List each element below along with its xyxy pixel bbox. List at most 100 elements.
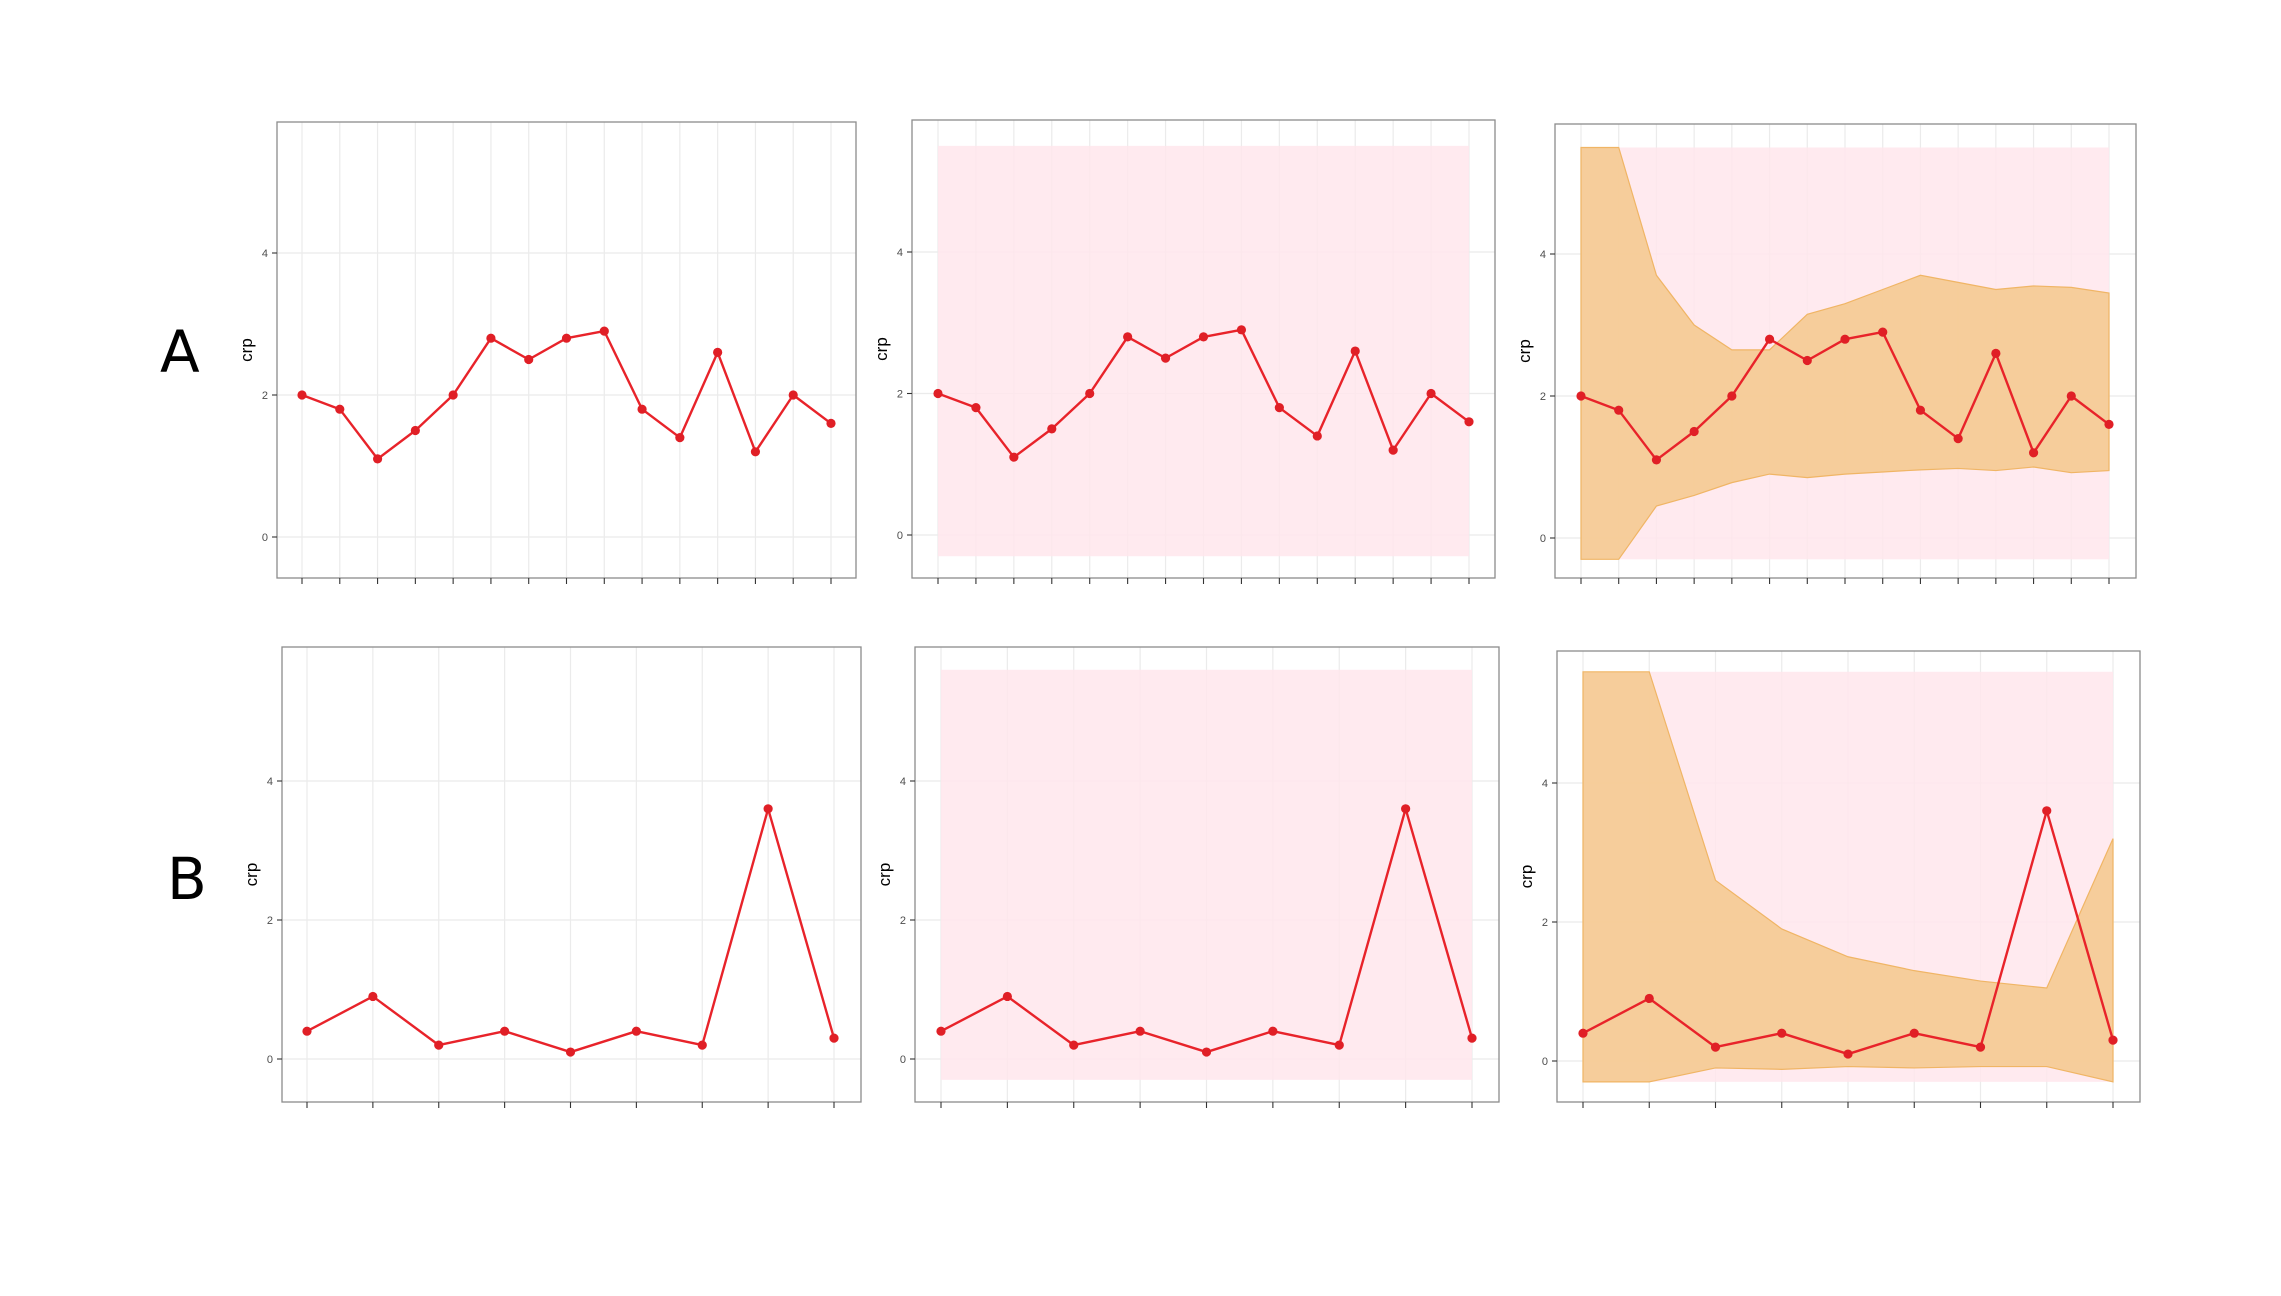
- data-point: [1802, 355, 1812, 366]
- y-tick-label: 4: [897, 247, 903, 259]
- data-point: [500, 1026, 510, 1036]
- data-point: [750, 447, 761, 457]
- data-point: [971, 403, 981, 413]
- data-point: [524, 354, 534, 365]
- chart-panel-b-2: 0 2 4 crp: [875, 646, 1500, 1108]
- data-point: [1909, 1028, 1919, 1038]
- data-point: [1160, 353, 1171, 363]
- y-axis-title: crp: [1515, 339, 1534, 363]
- data-point: [1201, 1047, 1212, 1057]
- row-label-b: B: [167, 845, 207, 913]
- data-point: [1464, 417, 1474, 427]
- data-point: [1268, 1026, 1278, 1036]
- data-point: [1576, 391, 1586, 401]
- y-tick-label: 0: [897, 530, 903, 542]
- data-point: [826, 418, 836, 428]
- data-point: [1843, 1049, 1853, 1059]
- data-point: [1689, 426, 1699, 437]
- data-point: [1614, 405, 1624, 415]
- data-point: [561, 333, 572, 343]
- data-point: [1467, 1033, 1477, 1043]
- data-point: [1840, 334, 1850, 344]
- data-point: [372, 454, 383, 464]
- data-point: [933, 388, 943, 399]
- data-point: [2066, 391, 2076, 401]
- y-tick-label: 2: [900, 915, 906, 927]
- data-point: [675, 433, 685, 443]
- y-tick-label: 2: [262, 390, 268, 402]
- data-point: [936, 1026, 946, 1036]
- data-point: [1312, 431, 1322, 441]
- data-point: [1578, 1028, 1588, 1038]
- data-point: [1953, 434, 1963, 444]
- data-point: [637, 404, 647, 414]
- y-tick-label: 0: [1542, 1056, 1548, 1068]
- data-point: [297, 390, 307, 400]
- data-point: [565, 1047, 576, 1057]
- chart-panel-a-1: 0 2 4 crp: [237, 121, 857, 584]
- data-point: [1350, 346, 1360, 356]
- y-tick-label: 2: [1540, 391, 1546, 403]
- data-point: [410, 425, 420, 436]
- data-point: [434, 1040, 444, 1050]
- y-tick-label: 4: [1540, 249, 1546, 261]
- data-point: [1401, 804, 1411, 814]
- y-axis-title: crp: [237, 338, 256, 362]
- chart-panel-a-3: 0 2 4 crp: [1515, 123, 2137, 584]
- data-point: [1069, 1040, 1079, 1050]
- data-point: [1274, 403, 1284, 413]
- row-label-a: A: [160, 318, 200, 386]
- data-point: [631, 1026, 641, 1036]
- data-point: [1236, 325, 1247, 335]
- y-tick-label: 0: [900, 1054, 906, 1066]
- data-point: [1644, 993, 1654, 1004]
- data-point: [713, 347, 723, 357]
- reference-band: [941, 669, 1472, 1080]
- data-point: [1047, 424, 1057, 434]
- chart-panel-a-2: 0 2 4 crp: [872, 119, 1496, 584]
- data-point: [829, 1033, 839, 1043]
- y-tick-label: 4: [262, 248, 268, 260]
- y-tick-label: 4: [900, 776, 906, 788]
- data-point: [1651, 455, 1662, 465]
- data-point: [1878, 327, 1888, 337]
- data-point: [2042, 806, 2052, 816]
- y-tick-label: 2: [897, 389, 903, 401]
- data-point: [1426, 388, 1436, 399]
- y-tick-label: 2: [267, 915, 273, 927]
- data-point: [302, 1026, 312, 1036]
- data-point: [1334, 1040, 1344, 1050]
- y-axis-title: crp: [242, 863, 261, 887]
- data-point: [697, 1040, 707, 1050]
- data-point: [1123, 332, 1133, 342]
- data-point: [1727, 391, 1737, 401]
- data-point: [763, 804, 773, 814]
- y-tick-label: 4: [267, 776, 273, 788]
- data-point: [788, 390, 798, 400]
- data-point: [1764, 334, 1775, 344]
- panel-frame: [281, 646, 862, 1103]
- data-point: [2104, 419, 2114, 429]
- prediction-band: [1580, 146, 2110, 560]
- chart-panel-b-3: 0 2 4 crp: [1517, 650, 2141, 1108]
- data-point: [1777, 1028, 1787, 1038]
- prediction-band: [1582, 671, 2114, 1083]
- data-point: [2108, 1035, 2118, 1045]
- chart-panel-b-1: 0 2 4 crp: [242, 646, 862, 1108]
- y-tick-label: 0: [262, 532, 268, 544]
- data-point: [368, 991, 378, 1002]
- data-point: [486, 333, 496, 343]
- reference-band: [938, 145, 1469, 557]
- y-axis-title: crp: [875, 863, 894, 887]
- data-point: [335, 404, 345, 414]
- data-point: [2028, 448, 2039, 458]
- data-point: [1198, 332, 1209, 342]
- y-axis-title: crp: [1517, 865, 1536, 889]
- data-point: [1009, 452, 1019, 462]
- data-point: [1991, 348, 2001, 358]
- data-point: [599, 326, 609, 336]
- y-tick-label: 2: [1542, 917, 1548, 929]
- data-point: [1135, 1026, 1145, 1036]
- data-point: [448, 390, 458, 400]
